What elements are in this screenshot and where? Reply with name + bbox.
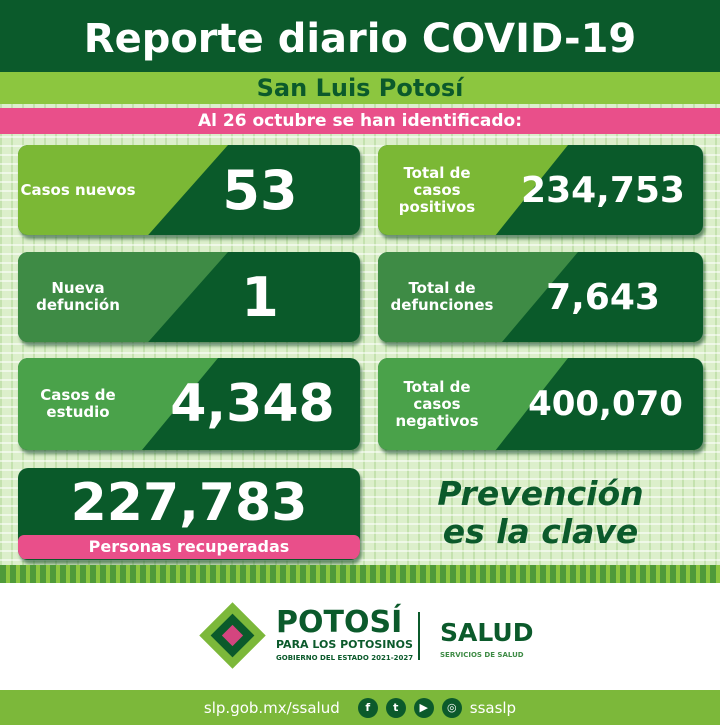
footer-bar: slp.gob.mx/ssalud f t ▶ ◎ ssaslp (0, 690, 720, 725)
card-value: 1 (241, 265, 279, 329)
card-value: 7,643 (546, 276, 660, 318)
card-value: 400,070 (528, 384, 683, 424)
instagram-icon[interactable]: ◎ (441, 697, 462, 718)
card-total-negativos: Total de casos negativos 400,070 (378, 358, 703, 450)
slogan-line2: es la clave (442, 512, 639, 551)
card-total-defunciones: Total de defunciones 7,643 (378, 252, 703, 342)
salud-wordmark: SALUD (440, 618, 534, 647)
recovered-label: Personas recuperadas (18, 535, 360, 559)
youtube-icon[interactable]: ▶ (413, 697, 434, 718)
card-value: 4,348 (170, 374, 335, 434)
date-line: Al 26 octubre se han identificado: (0, 108, 720, 134)
website-link[interactable]: slp.gob.mx/ssalud (203, 698, 340, 717)
card-recuperados: 227,783 Personas recuperadas (18, 468, 360, 560)
card-nueva-defuncion: Nueva defunción 1 (18, 252, 360, 342)
twitter-icon[interactable]: t (385, 697, 406, 718)
region-title: San Luis Potosí (0, 72, 720, 104)
card-casos-nuevos: Casos nuevos 53 (18, 145, 360, 235)
facebook-icon[interactable]: f (357, 697, 378, 718)
card-value: 53 (222, 158, 298, 222)
potosi-subtitle: PARA LOS POTOSINOS (276, 638, 413, 651)
potosi-wordmark: POTOSÍ (276, 605, 403, 640)
decorative-stripe (0, 565, 720, 583)
potosi-government: GOBIERNO DEL ESTADO 2021-2027 (276, 654, 414, 662)
slogan-line1: Prevención (437, 474, 644, 513)
card-value: 234,753 (521, 169, 685, 211)
potosi-logo-emblem (195, 598, 270, 673)
page-title: Reporte diario COVID-19 (0, 0, 720, 74)
slogan: Prevención es la clave (378, 475, 703, 551)
potosi-logo-text: POTOSÍ PARA LOS POTOSINOS GOBIERNO DEL E… (276, 605, 414, 663)
recovered-value: 227,783 (70, 473, 308, 533)
salud-subtitle: SERVICIOS DE SALUD (440, 651, 524, 659)
logo-divider (418, 612, 420, 660)
card-casos-estudio: Casos de estudio 4,348 (18, 358, 360, 450)
salud-logo: SALUD SERVICIOS DE SALUD (440, 618, 533, 659)
card-total-positivos: Total de casos positivos 234,753 (378, 145, 703, 235)
social-handle[interactable]: ssaslp (469, 698, 517, 717)
